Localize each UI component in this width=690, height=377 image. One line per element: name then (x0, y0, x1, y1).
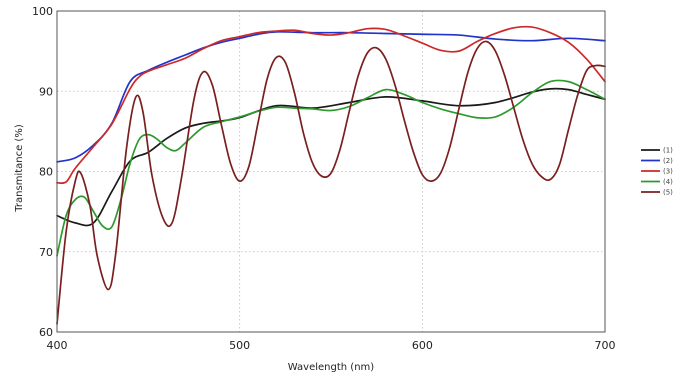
legend-label: (4) (663, 178, 673, 186)
x-tick-label: 400 (47, 339, 68, 352)
series-line-2 (56, 30, 606, 163)
grid-lines (57, 11, 605, 332)
y-tick-label: 100 (32, 5, 53, 18)
x-axis-title: Wavelength (nm) (288, 362, 374, 373)
y-axis-title: Transmitance (%) (14, 124, 25, 213)
series-line-3 (56, 25, 606, 185)
x-tick-label: 700 (595, 339, 616, 352)
series-line-5 (56, 40, 606, 325)
y-tick-label: 70 (39, 246, 53, 259)
y-tick-label: 60 (39, 326, 53, 339)
x-tick-label: 500 (229, 339, 250, 352)
y-axis-ticks: 60 70 80 90 100 (32, 5, 53, 339)
series-line-1 (56, 87, 606, 227)
legend-label: (5) (663, 189, 673, 197)
y-tick-label: 80 (39, 166, 53, 179)
legend-label: (1) (663, 147, 673, 155)
y-tick-label: 90 (39, 85, 53, 98)
legend-label: (3) (663, 168, 673, 176)
x-tick-label: 600 (412, 339, 433, 352)
x-axis-ticks: 400 500 600 700 (47, 339, 616, 352)
plot-area-frame (56, 10, 606, 333)
series-lines (56, 25, 606, 325)
legend-label: (2) (663, 157, 673, 165)
series-line-4 (56, 79, 606, 257)
legend: (1) (2) (3) (4) (5) (641, 147, 673, 197)
